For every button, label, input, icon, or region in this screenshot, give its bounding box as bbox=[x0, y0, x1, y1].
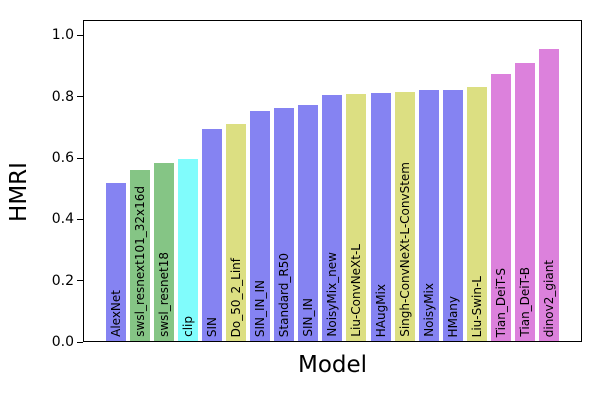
bar: AlexNet bbox=[106, 182, 126, 341]
bar-label: dinov2_giant bbox=[541, 259, 556, 337]
bar: Singh-ConvNeXt-L-ConvStem bbox=[394, 92, 415, 341]
bar-label: swsl_resnet18 bbox=[157, 252, 172, 337]
y-tick-label: 0.0 bbox=[51, 334, 74, 350]
bar-label: HMany bbox=[445, 295, 460, 337]
y-tick-label: 0.4 bbox=[51, 211, 74, 228]
y-tick-mark bbox=[77, 341, 83, 343]
bar-label: swsl_resnext101_32x16d bbox=[133, 186, 148, 337]
bar-label: HAugMix bbox=[373, 283, 388, 337]
y-tick-label: 0.2 bbox=[51, 272, 74, 289]
y-tick-label: 0.6 bbox=[51, 150, 74, 166]
bar-label: SIN bbox=[205, 316, 220, 337]
bar: SIN_IN_IN bbox=[250, 110, 271, 341]
bar-label: Do_50_2_Linf bbox=[229, 257, 244, 337]
y-tick-mark bbox=[77, 280, 83, 282]
bars: AlexNet swsl_resnext101_32x16d swsl_resnet… bbox=[84, 21, 581, 341]
bar: Tian_DeiT-B bbox=[514, 63, 535, 341]
y-tick-mark bbox=[77, 157, 83, 159]
y-tick-mark bbox=[77, 34, 83, 37]
x-axis-label: Model bbox=[297, 352, 368, 378]
bar: HMany bbox=[442, 89, 463, 341]
bar: dinov2_giant bbox=[538, 49, 559, 341]
bar-label: Liu-Swin-L bbox=[469, 275, 484, 337]
bar: SIN bbox=[202, 129, 223, 341]
bar-label: NoisyMix_new bbox=[325, 252, 340, 337]
bar-label: Tian_DeiT-S bbox=[493, 267, 508, 337]
bar: Standard_R50 bbox=[274, 107, 295, 341]
bar: Tian_DeiT-S bbox=[490, 74, 511, 341]
y-tick-mark bbox=[77, 96, 83, 98]
bar-label: clip bbox=[181, 316, 196, 337]
bar: Liu-ConvNeXt-L bbox=[346, 94, 367, 341]
bar: Liu-Swin-L bbox=[466, 87, 487, 341]
bar: clip bbox=[178, 158, 199, 341]
bar-label: Liu-ConvNeXt-L bbox=[349, 244, 364, 337]
bar-label: SIN_IN_IN bbox=[253, 279, 268, 337]
y-tick-label: 1.0 bbox=[51, 27, 74, 44]
bar-label: NoisyMix bbox=[421, 283, 436, 337]
bar: HAugMix bbox=[370, 93, 391, 341]
bar-label: Singh-ConvNeXt-L-ConvStem bbox=[397, 162, 412, 337]
plot-area: AlexNet swsl_resnext101_32x16d swsl_resnet… bbox=[83, 20, 582, 342]
y-tick-mark bbox=[77, 218, 83, 221]
bar: swsl_resnet18 bbox=[154, 162, 175, 341]
bar-label: AlexNet bbox=[109, 290, 123, 337]
y-axis-label: HMRI bbox=[6, 162, 32, 222]
bar: swsl_resnext101_32x16d bbox=[130, 170, 151, 341]
bar: Do_50_2_Linf bbox=[226, 124, 247, 341]
bar: SIN_IN bbox=[298, 104, 319, 341]
bar-label: Standard_R50 bbox=[277, 252, 292, 337]
bar: NoisyMix_new bbox=[322, 95, 343, 341]
y-tick-label: 0.8 bbox=[51, 88, 74, 105]
bar-label: SIN_IN bbox=[301, 298, 316, 337]
bar-label: Tian_DeiT-B bbox=[517, 267, 532, 337]
bar: NoisyMix bbox=[418, 90, 439, 341]
